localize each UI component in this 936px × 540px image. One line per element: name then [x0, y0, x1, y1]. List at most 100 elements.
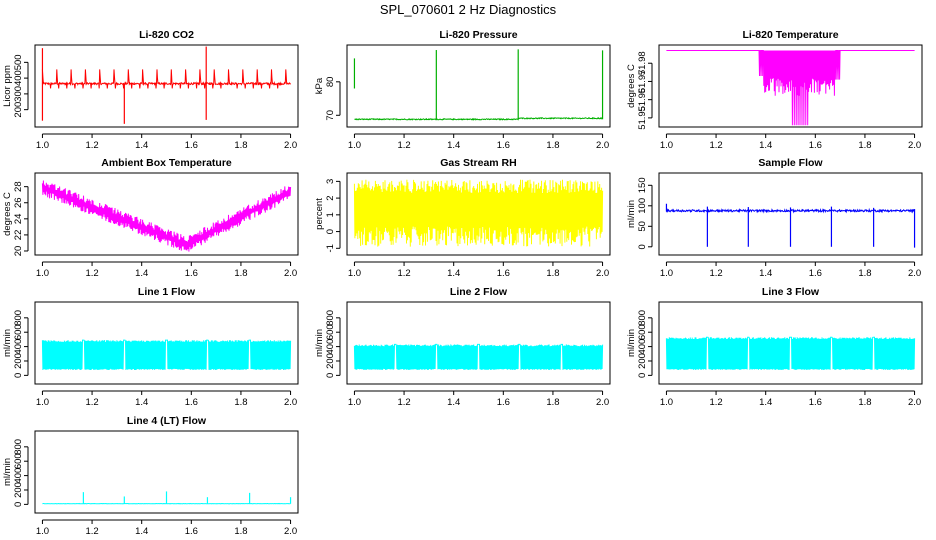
- x-tick-label: 2.0: [908, 140, 921, 151]
- chart-title: Li-820 Temperature: [742, 29, 838, 41]
- x-tick-label: 1.8: [234, 526, 247, 537]
- y-tick-label: 300: [13, 86, 24, 102]
- x-tick-label: 2.0: [284, 268, 297, 279]
- chart-panel: Line 2 Flow 1.0 1.2 1.4 1.6 1.8 2.0 0 2004006008…: [314, 286, 611, 408]
- y-tick-label: 28: [13, 181, 24, 192]
- series-line: [665, 336, 916, 371]
- plot-frame: [658, 301, 923, 385]
- y-tick-label: 500: [13, 54, 24, 70]
- y-axis-label: ml/min: [626, 329, 637, 357]
- y-tick-label: 400: [325, 339, 336, 355]
- y-tick-label: 800: [637, 310, 648, 326]
- x-tick-label: 1.0: [348, 397, 361, 408]
- x-tick-label: 1.4: [135, 268, 148, 279]
- x-tick-label: 1.8: [858, 140, 871, 151]
- x-tick-label: 1.6: [497, 140, 510, 151]
- y-tick-label: 51.98: [637, 51, 648, 75]
- chart-panel: Line 4 (LT) Flow 1.0 1.2 1.4 1.6 1.8 2.0 0 20040…: [2, 415, 299, 537]
- series-line: [354, 116, 603, 121]
- y-tick-label: 1: [325, 212, 336, 217]
- y-axis-label: ml/min: [626, 200, 637, 228]
- series-group: [353, 179, 604, 247]
- x-tick-label: 1.0: [660, 140, 673, 151]
- x-tick-label: 1.0: [660, 397, 673, 408]
- x-tick-label: 1.8: [234, 397, 247, 408]
- x-tick-label: 1.2: [85, 526, 98, 537]
- y-tick-label: 0: [13, 502, 24, 507]
- x-tick-label: 1.6: [809, 140, 822, 151]
- x-tick-label: 1.0: [36, 140, 49, 151]
- x-tick-label: 1.0: [36, 526, 49, 537]
- x-tick-label: 1.6: [809, 397, 822, 408]
- plot-frame: [34, 172, 299, 256]
- y-tick-label: 26: [13, 197, 24, 208]
- y-tick-label: 200: [13, 102, 24, 118]
- y-tick-label: 800: [13, 310, 24, 326]
- y-tick-label: 600: [13, 453, 24, 469]
- y-tick-label: 400: [13, 468, 24, 484]
- x-tick-label: 1.6: [497, 397, 510, 408]
- x-tick-label: 1.8: [234, 268, 247, 279]
- chart-title: Sample Flow: [758, 157, 823, 169]
- chart-title: Li-820 Pressure: [439, 29, 517, 41]
- plot-frame: [658, 44, 923, 128]
- x-tick-label: 1.4: [759, 268, 772, 279]
- x-tick-label: 1.0: [348, 140, 361, 151]
- x-tick-label: 1.4: [759, 397, 772, 408]
- y-tick-label: 150: [637, 177, 648, 193]
- plot-frame: [346, 301, 611, 385]
- y-tick-label: 800: [13, 439, 24, 455]
- x-tick-label: 1.8: [546, 397, 559, 408]
- chart-panel: Line 3 Flow 1.0 1.2 1.4 1.6 1.8 2.0 0 2004006008…: [626, 286, 923, 408]
- y-axis-label: kPa: [314, 77, 325, 94]
- x-tick-label: 2.0: [908, 268, 921, 279]
- x-tick-label: 1.4: [135, 397, 148, 408]
- x-tick-label: 1.6: [497, 268, 510, 279]
- series-group: [353, 343, 604, 371]
- y-tick-label: 100: [637, 198, 648, 214]
- y-tick-label: 0: [637, 244, 648, 249]
- y-tick-label: 51.95: [637, 106, 648, 130]
- x-tick-label: 1.2: [709, 268, 722, 279]
- y-axis-label: ml/min: [2, 329, 13, 357]
- chart-panel: Ambient Box Temperature 1.0 1.2 1.4 1.6 1.8 2.…: [2, 157, 299, 279]
- series-group: [353, 49, 604, 121]
- y-tick-label: 400: [13, 70, 24, 86]
- y-tick-label: 0: [325, 373, 336, 378]
- y-tick-label: 70: [325, 110, 336, 121]
- y-axis-label: ml/min: [2, 458, 13, 486]
- chart-panel: Gas Stream RH 1.0 1.2 1.4 1.6 1.8 2.0 -1 0 1 2 3 per…: [314, 157, 611, 279]
- plot-frame: [346, 172, 611, 256]
- y-tick-label: 2: [325, 195, 336, 200]
- series-line: [666, 50, 915, 126]
- x-tick-label: 1.4: [447, 268, 460, 279]
- y-tick-label: 0: [13, 373, 24, 378]
- y-tick-label: 800: [325, 310, 336, 326]
- x-tick-label: 1.6: [185, 526, 198, 537]
- y-tick-label: 22: [13, 230, 24, 241]
- chart-title: Line 2 Flow: [450, 286, 508, 298]
- x-tick-label: 1.6: [185, 397, 198, 408]
- x-tick-label: 1.2: [709, 140, 722, 151]
- x-tick-label: 2.0: [596, 397, 609, 408]
- series-line: [353, 179, 604, 247]
- x-tick-label: 1.2: [397, 140, 410, 151]
- x-tick-label: 1.4: [135, 526, 148, 537]
- x-tick-label: 2.0: [596, 268, 609, 279]
- plot-frame: [34, 430, 299, 514]
- x-tick-label: 1.6: [809, 268, 822, 279]
- series-group: [665, 336, 916, 371]
- y-tick-label: 50: [637, 221, 648, 232]
- x-tick-label: 1.0: [348, 268, 361, 279]
- x-tick-label: 1.2: [397, 397, 410, 408]
- chart-panel: Li-820 Temperature 1.0 1.2 1.4 1.6 1.8 2.0 51.9…: [626, 29, 923, 151]
- chart-panel: Line 1 Flow 1.0 1.2 1.4 1.6 1.8 2.0 0 2004006008…: [2, 286, 299, 408]
- x-tick-label: 1.2: [85, 268, 98, 279]
- y-tick-label: 0: [637, 373, 648, 378]
- y-tick-label: 3: [325, 179, 336, 184]
- y-axis-label: degrees C: [2, 192, 13, 236]
- series-line: [41, 180, 292, 252]
- x-tick-label: 1.2: [397, 268, 410, 279]
